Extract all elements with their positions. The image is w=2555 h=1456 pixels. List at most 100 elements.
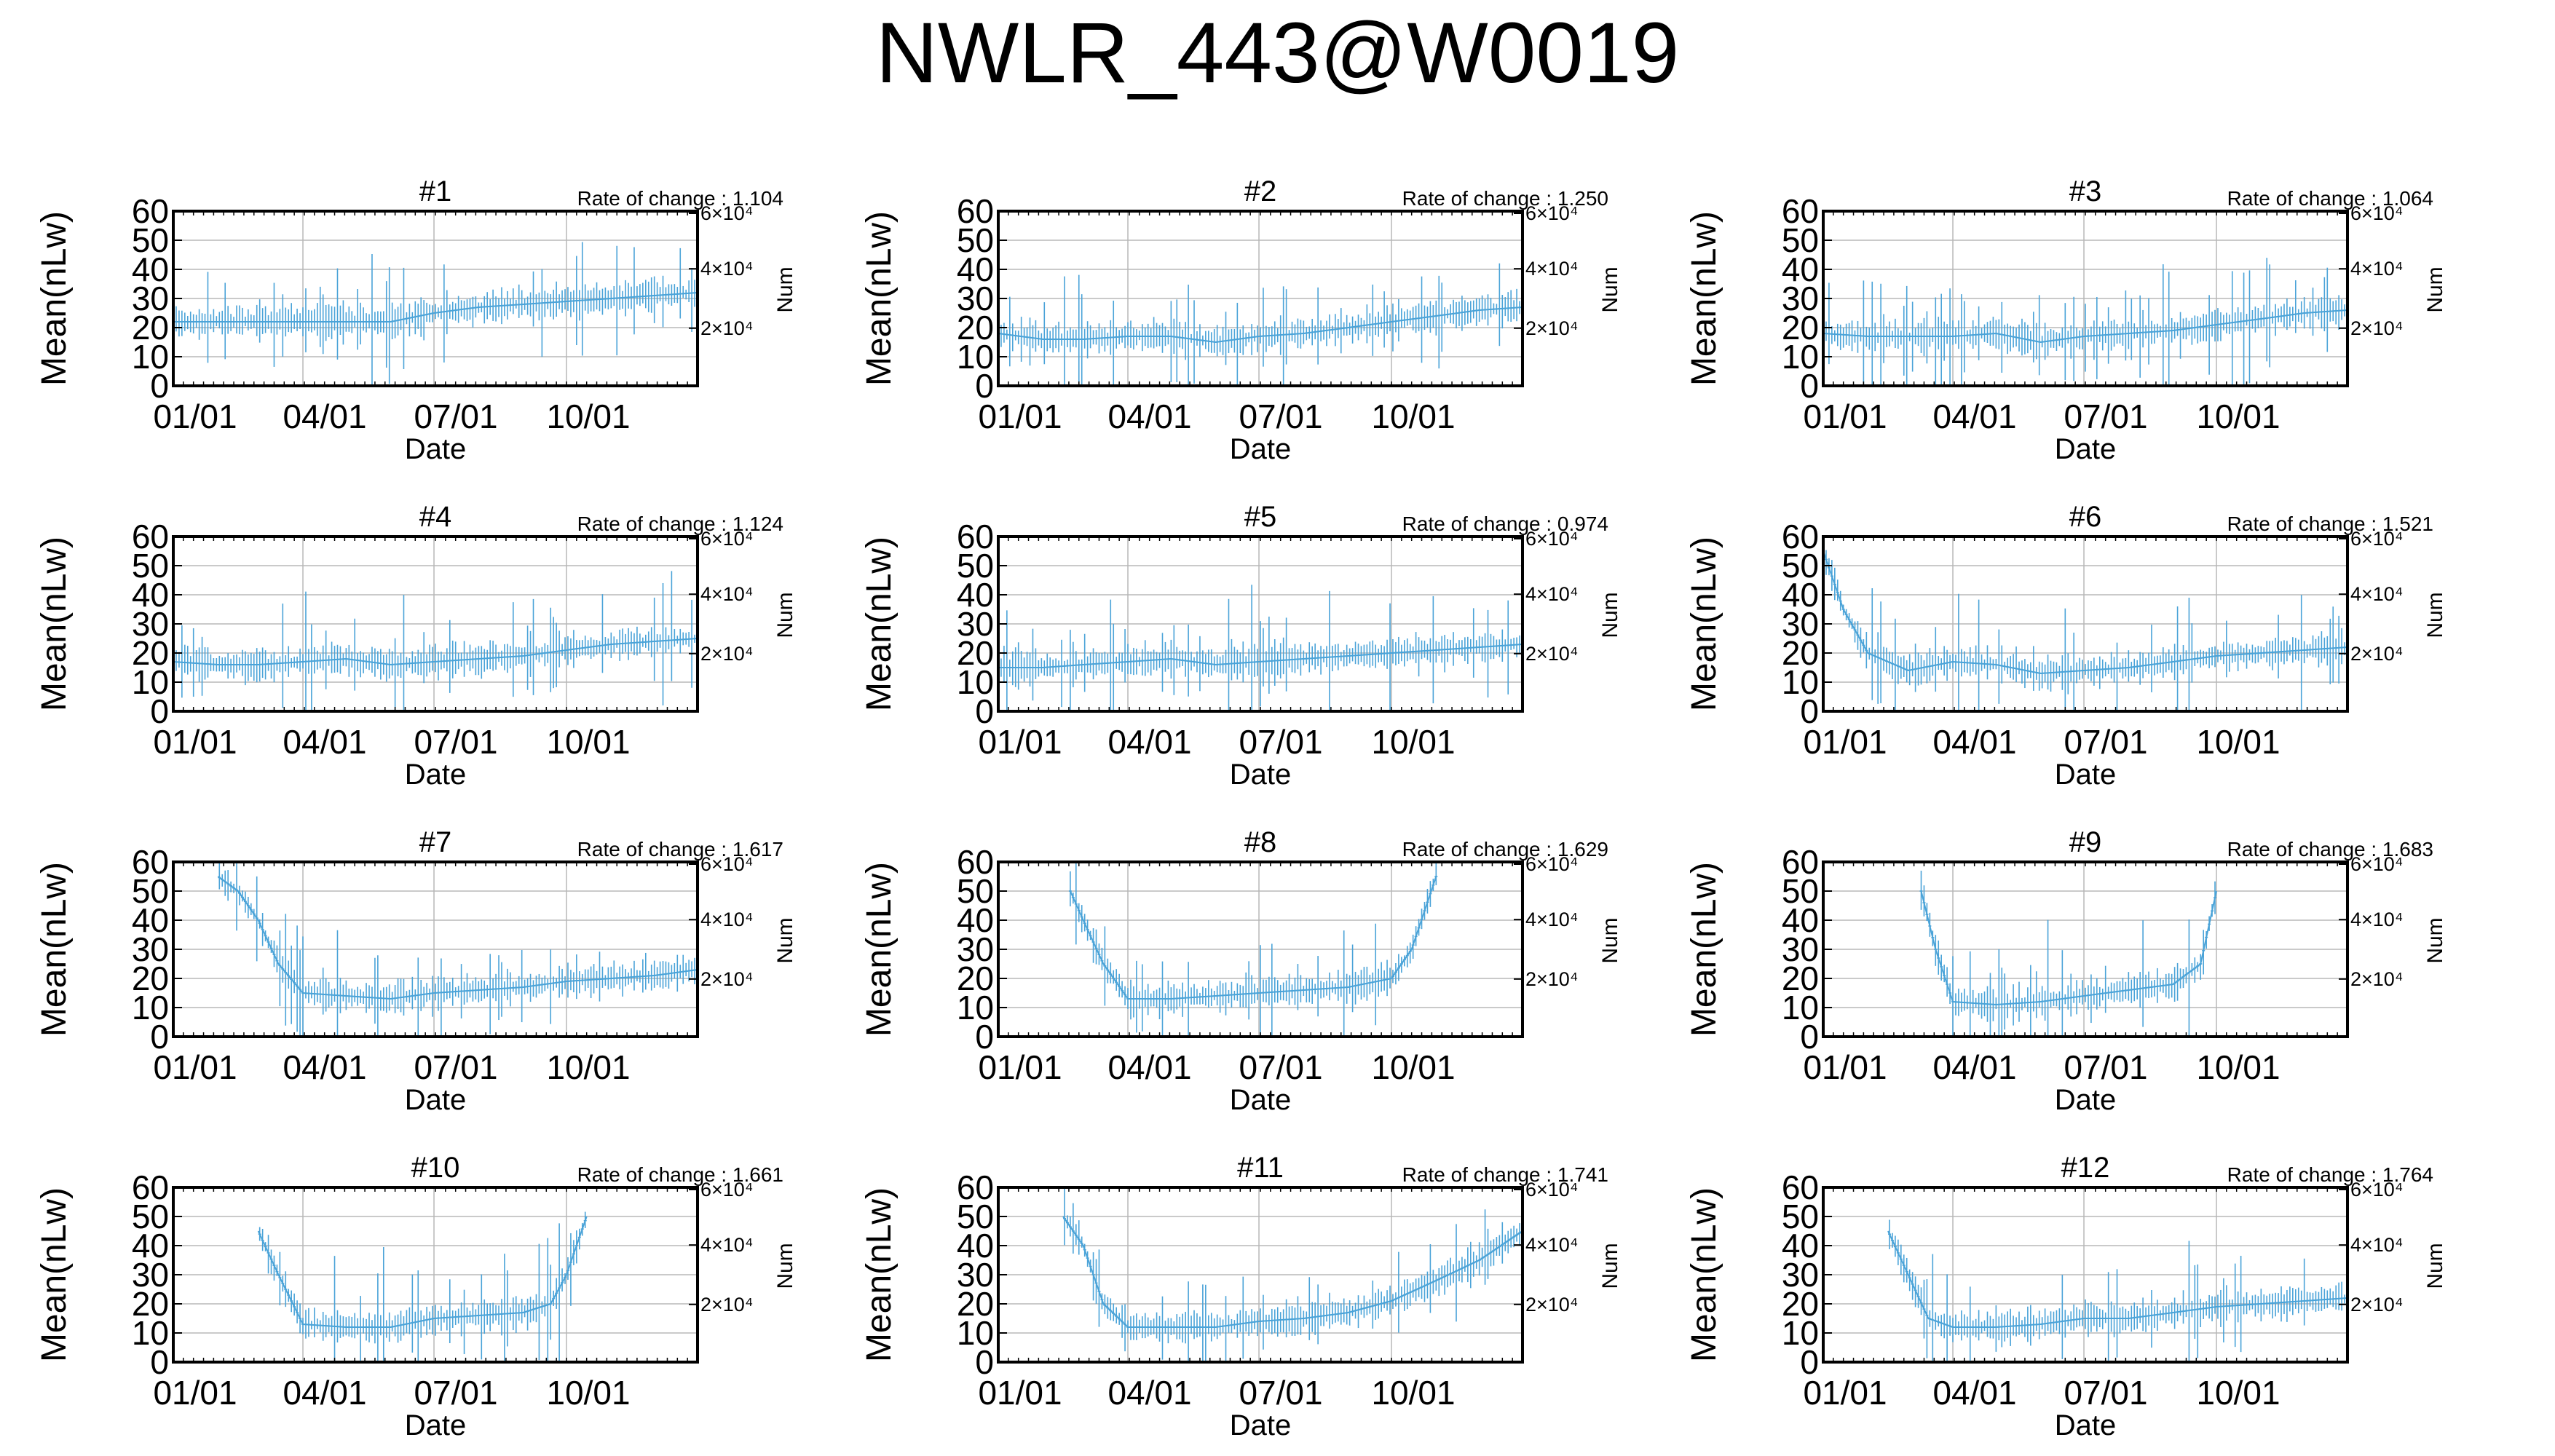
y-axis-label: Mean(nLw) [860, 537, 899, 711]
y2-tick-label: 2×10⁴ [2350, 968, 2403, 990]
mean-line [998, 306, 1523, 344]
mean-line [1920, 890, 2217, 1006]
x-tick-label: 04/01 [1932, 1048, 2016, 1086]
y-tick-label: 60 [1782, 843, 1819, 881]
series-line [173, 242, 698, 386]
x-tick-label: 10/01 [546, 1374, 630, 1412]
y2-tick-label: 4×10⁴ [2350, 909, 2403, 930]
y-tick-label: 20 [957, 960, 994, 997]
rate-of-change: Rate of change : 1.683 [2227, 838, 2433, 860]
y2-tick-label: 2×10⁴ [1525, 643, 1578, 665]
y2-axis-label: Num [1598, 917, 1622, 963]
x-tick-label: 04/01 [1107, 1048, 1191, 1086]
x-tick-label: 01/01 [978, 1048, 1062, 1086]
y-tick-label: 60 [1782, 518, 1819, 555]
y-tick-label: 40 [957, 901, 994, 939]
series-line [998, 263, 1523, 386]
y2-tick-label: 6×10⁴ [700, 1179, 753, 1200]
y2-axis-label: Num [2423, 592, 2447, 638]
y2-tick-label: 2×10⁴ [700, 968, 753, 990]
series-line [1919, 870, 2217, 1037]
y-tick-label: 60 [1782, 192, 1819, 230]
rate-of-change: Rate of change : 1.064 [2227, 187, 2433, 210]
mean-line [998, 644, 1523, 668]
x-tick-label: 01/01 [1803, 723, 1887, 761]
y-tick-label: 20 [1782, 309, 1819, 347]
y-tick-label: 60 [957, 843, 994, 881]
y-tick-label: 0 [150, 1018, 169, 1056]
y2-tick-label: 2×10⁴ [700, 643, 753, 665]
panel-title: #8 [1244, 826, 1277, 858]
y-tick-label: 40 [132, 250, 169, 288]
y-axis-label: Mean(nLw) [860, 862, 899, 1037]
y-tick-label: 20 [132, 309, 169, 347]
y-tick-label: 0 [1800, 367, 1819, 405]
y2-axis-label: Num [773, 1243, 797, 1289]
x-tick-label: 01/01 [153, 723, 237, 761]
x-tick-label: 01/01 [978, 723, 1062, 761]
figure-title: NWLR_443@W0019 [875, 5, 1680, 101]
rate-of-change: Rate of change : 1.629 [1402, 838, 1608, 860]
x-axis-label: Date [405, 759, 467, 791]
y-axis-label: Mean(nLw) [35, 537, 74, 711]
y-tick-label: 50 [132, 872, 169, 910]
y2-tick-label: 2×10⁴ [700, 1294, 753, 1315]
y-axis-label: Mean(nLw) [1685, 862, 1723, 1037]
y-tick-label: 50 [1782, 221, 1819, 259]
x-tick-label: 04/01 [1932, 723, 2016, 761]
mean-line [217, 876, 698, 1000]
x-tick-label: 07/01 [1239, 1048, 1322, 1086]
rate-of-change: Rate of change : 1.521 [2227, 513, 2433, 535]
y-tick-label: 10 [132, 1314, 169, 1352]
y-tick-label: 0 [975, 692, 994, 730]
y-tick-label: 10 [132, 989, 169, 1026]
y-tick-label: 30 [1782, 280, 1819, 317]
y2-tick-label: 4×10⁴ [2350, 583, 2403, 605]
x-tick-label: 10/01 [546, 723, 630, 761]
y-tick-label: 20 [1782, 634, 1819, 672]
rate-of-change: Rate of change : 1.661 [577, 1163, 783, 1186]
y-axis-label: Mean(nLw) [1685, 537, 1723, 711]
x-tick-label: 07/01 [2064, 397, 2147, 435]
x-tick-label: 04/01 [283, 723, 366, 761]
x-tick-label: 01/01 [153, 397, 237, 435]
y-tick-label: 60 [957, 192, 994, 230]
y2-tick-label: 4×10⁴ [1525, 258, 1578, 280]
y-tick-label: 10 [132, 663, 169, 701]
y-tick-label: 40 [1782, 250, 1819, 288]
y-tick-label: 0 [1800, 1018, 1819, 1056]
y-tick-label: 20 [132, 1285, 169, 1323]
y-tick-label: 0 [150, 1343, 169, 1381]
mean-line [257, 1216, 588, 1328]
y2-tick-label: 6×10⁴ [700, 202, 753, 224]
y-tick-label: 50 [132, 221, 169, 259]
panel-title: #9 [2069, 826, 2102, 858]
y-tick-label: 60 [132, 843, 169, 881]
y-tick-label: 30 [957, 280, 994, 317]
y-axis-label: Mean(nLw) [1685, 211, 1723, 386]
y-tick-label: 50 [1782, 872, 1819, 910]
x-axis-label: Date [405, 1084, 467, 1116]
panel-title: #2 [1244, 175, 1277, 207]
x-tick-label: 07/01 [1239, 397, 1322, 435]
y-tick-label: 0 [150, 692, 169, 730]
y-tick-label: 50 [957, 872, 994, 910]
panel-title: #3 [2069, 175, 2102, 207]
x-tick-label: 07/01 [414, 1374, 497, 1412]
y-tick-label: 40 [1782, 901, 1819, 939]
y2-tick-label: 2×10⁴ [2350, 317, 2403, 339]
y2-axis-label: Num [1598, 592, 1622, 638]
rate-of-change: Rate of change : 1.124 [577, 513, 783, 535]
panel-title: #1 [419, 175, 452, 207]
y2-tick-label: 4×10⁴ [700, 583, 753, 605]
y2-tick-label: 4×10⁴ [700, 909, 753, 930]
y2-tick-label: 2×10⁴ [2350, 643, 2403, 665]
x-tick-label: 04/01 [283, 1374, 366, 1412]
y2-tick-label: 4×10⁴ [1525, 909, 1578, 930]
y2-tick-label: 6×10⁴ [700, 528, 753, 550]
x-tick-label: 04/01 [283, 397, 366, 435]
